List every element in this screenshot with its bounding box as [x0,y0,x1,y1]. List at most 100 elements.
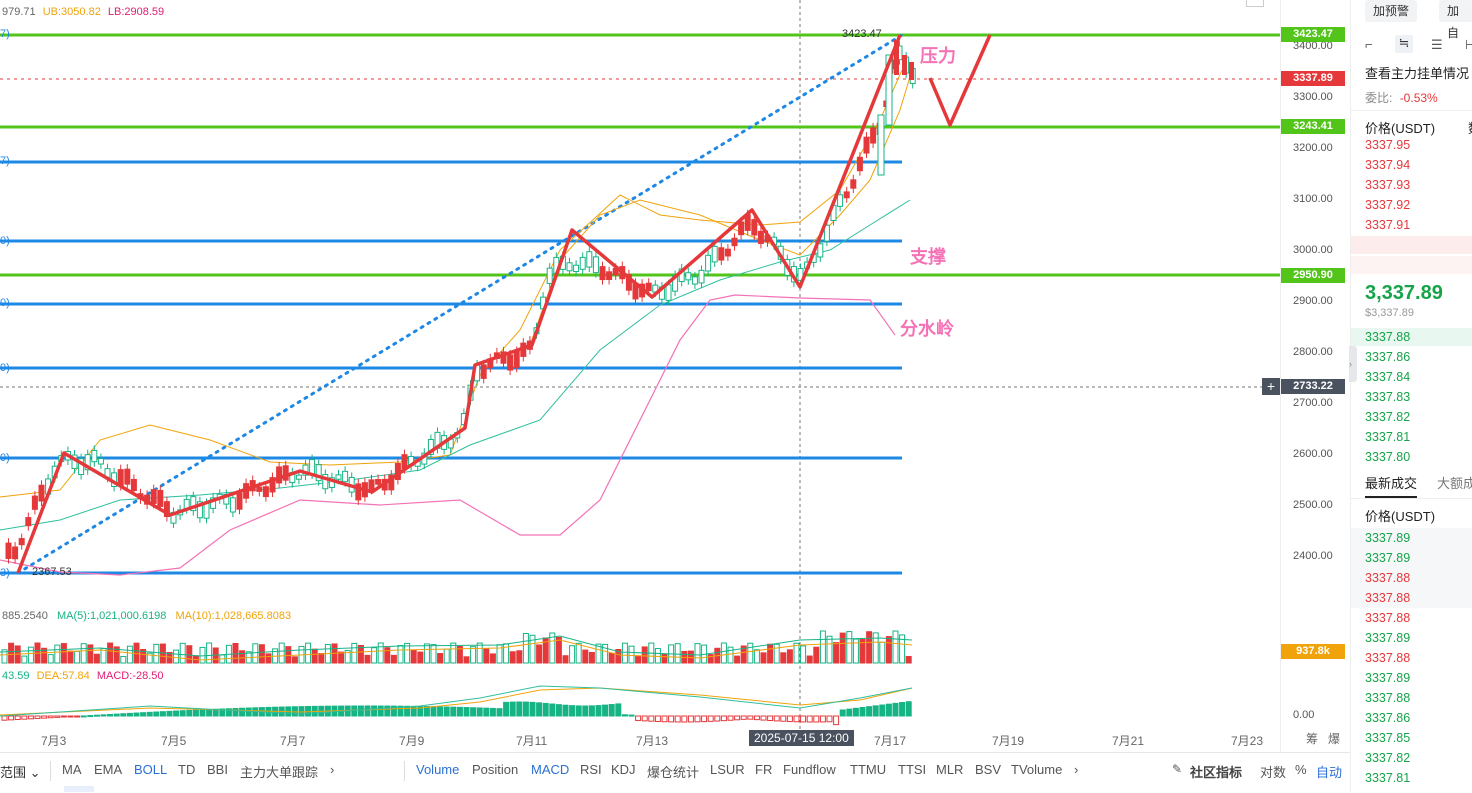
indicator-boll[interactable]: BOLL [134,762,168,777]
divider [1351,110,1472,111]
indicator-td[interactable]: TD [178,762,196,777]
indicator-ttsi[interactable]: TTSI [898,762,927,777]
volume-bar [206,642,213,664]
indicator-main-order-tracking[interactable]: 主力大单跟踪 [240,765,319,780]
indicator-ma[interactable]: MA [62,762,82,777]
indicator-tvolume[interactable]: TVolume [1011,762,1063,777]
ask-row[interactable]: 3337.92 [1365,198,1411,212]
layout-bids-icon[interactable]: ≒ [1395,35,1413,53]
macd-bar [681,715,688,723]
tab-latest-trades[interactable]: 最新成交 [1365,473,1418,498]
macd-bar [661,715,668,723]
auto-scale-toggle[interactable]: 自动 [1316,765,1343,780]
indicator-rsi[interactable]: RSI [580,762,602,777]
trade-row[interactable]: 3337.89 [1365,671,1411,685]
trade-row[interactable]: 3337.81 [1365,771,1411,785]
trade-row[interactable]: 3337.88 [1365,691,1411,705]
indicator-fundflow[interactable]: Fundflow [783,762,836,777]
x-label: 7月7 [280,734,306,748]
add-watch-button[interactable]: 加自 [1439,0,1472,40]
trade-row[interactable]: 3337.86 [1365,711,1411,725]
indicator-fr[interactable]: FR [755,762,773,777]
indicator-mlr[interactable]: MLR [936,762,964,777]
trade-row[interactable]: 3337.85 [1365,731,1411,745]
volume-bar [536,644,543,664]
edit-icon[interactable]: ✎ [1172,762,1183,776]
add-crosshair-icon[interactable]: + [1262,378,1280,395]
volume-bar [404,642,411,664]
indicator-bbi[interactable]: BBI [207,762,228,777]
volume-bar [371,647,378,664]
indicator-kdj[interactable]: KDJ [611,762,636,777]
community-indicators-button[interactable]: 社区指标 [1190,765,1243,780]
price-tag-high: 3423.47 [1281,27,1345,42]
trade-row[interactable]: 3337.88 [1365,651,1411,665]
percent-scale-toggle[interactable]: % [1295,762,1307,777]
tab-big-trades[interactable]: 大额成 [1437,476,1472,491]
volume-bar [654,648,661,664]
price-axis[interactable]: 3400.00 3300.00 3200.00 3100.00 3000.00 … [1280,0,1351,752]
ask-row[interactable]: 3337.91 [1365,218,1411,232]
trade-row[interactable]: 3337.82 [1365,751,1411,765]
ask-row[interactable]: 3337.95 [1365,138,1411,152]
main-orders-link[interactable]: 查看主力挂单情况 [1365,66,1470,81]
macd-bar [87,715,94,718]
trade-row[interactable]: 3337.88 [1365,611,1411,625]
layout-grid-icon[interactable]: ⊢ [1465,37,1472,52]
ask-row[interactable]: 3337.94 [1365,158,1411,172]
macd-bar [390,705,397,717]
candle-body [850,179,857,189]
trade-row[interactable]: 3337.89 [1365,531,1411,545]
crosshair-time-label: 2025-07-15 12:00 [749,730,854,746]
add-alert-button[interactable]: 加预警 [1365,0,1418,22]
trade-row[interactable]: 3337.89 [1365,551,1411,565]
volume-bar [800,645,807,664]
trade-row[interactable]: 3337.89 [1365,631,1411,645]
macd-bar [8,715,15,721]
layout-both-icon[interactable]: ⌐ [1365,37,1373,52]
chevron-right-icon[interactable]: › [330,762,335,777]
price-chart[interactable] [0,0,1280,752]
liquidation-icon[interactable]: 爆 [1328,732,1341,746]
chart-corner-icon[interactable] [1246,0,1264,7]
candle-body [210,497,217,509]
indicator-liquidation[interactable]: 爆仓统计 [647,765,700,780]
collapse-panel-handle[interactable]: › [1349,346,1357,382]
volume-bar [80,643,87,664]
bid-row[interactable]: 3337.84 [1365,370,1411,384]
bid-row[interactable]: 3337.80 [1365,450,1411,464]
layout-list-icon[interactable]: ☰ [1431,37,1443,52]
volume-bar [126,645,133,664]
bid-row[interactable]: 3337.81 [1365,430,1411,444]
log-scale-toggle[interactable]: 对数 [1260,765,1287,780]
divider [50,761,51,781]
order-ratio: 委比: -0.53% [1365,89,1438,106]
indicator-macd[interactable]: MACD [531,762,570,777]
bid-row[interactable]: 3337.83 [1365,390,1411,404]
trade-row[interactable]: 3337.88 [1365,591,1411,605]
indicator-position[interactable]: Position [472,762,519,777]
indicator-lsur[interactable]: LSUR [710,762,745,777]
macd-bar [602,704,609,717]
boll-upper-line [0,69,903,498]
indicator-ema[interactable]: EMA [94,762,123,777]
candle-body [38,484,45,502]
trade-row[interactable]: 3337.88 [1365,571,1411,585]
indicator-ttmu[interactable]: TTMU [850,762,887,777]
macd-bar [747,715,754,720]
chevron-right-icon[interactable]: › [1074,762,1079,777]
scroll-indicator[interactable] [64,786,94,792]
indicator-bsv[interactable]: BSV [975,762,1002,777]
indicator-volume[interactable]: Volume [416,762,460,777]
macd-bar [806,715,813,723]
chart-canvas[interactable] [0,0,1280,752]
bid-row[interactable]: 3337.82 [1365,410,1411,424]
range-dropdown[interactable]: 范围 ⌄ [0,762,41,781]
macd-dif-value: 43.59 [2,670,30,682]
bid-row[interactable]: 3337.88 [1365,330,1411,344]
candle-body [157,489,164,507]
ask-row[interactable]: 3337.93 [1365,178,1411,192]
volume-ma10-line [0,639,913,661]
chips-icon[interactable]: 筹 [1306,732,1319,746]
bid-row[interactable]: 3337.86 [1365,350,1411,364]
